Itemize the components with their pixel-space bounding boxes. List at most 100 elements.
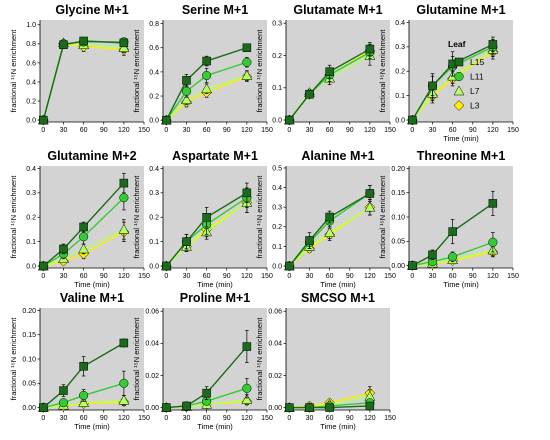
x-tick-label: 90 [346,127,354,134]
series-l15 [162,182,252,271]
series-line [165,76,248,121]
series-line [288,206,371,267]
data-point-l15 [305,89,314,99]
x-tick-label: 120 [487,127,499,134]
data-point-l15 [488,40,498,49]
x-tick-label: 60 [203,127,211,134]
panel-title: Glutamine M+2 [47,149,136,163]
y-tick-label: 0.6 [149,45,159,52]
panel-title: Glycine M+1 [55,3,128,17]
y-axis-label: fractional ¹⁵N enrichment [378,29,387,113]
legend-marker-l3 [453,100,465,111]
x-tick-label: 90 [100,415,108,422]
data-point-l15 [365,44,375,54]
data-point-l15 [119,178,129,188]
y-tick-label: 0.06 [268,309,282,316]
x-tick-label: 150 [138,273,150,280]
data-point-l15 [365,189,375,198]
x-axis-label: Time (min) [74,280,110,289]
y-tick-label: 0.3 [149,190,159,197]
y-tick-label: 0.04 [145,341,159,348]
y-tick-label: 0.15 [22,332,36,339]
data-point-l15 [79,362,88,371]
data-point-l11 [79,390,89,400]
y-tick-label: 0.5 [272,165,282,172]
y-tick-label: 0.3 [395,44,405,51]
legend-marker-l11 [454,71,464,82]
x-axis-label: Time (min) [443,134,479,143]
x-tick-label: 120 [118,415,130,422]
y-axis-label: fractional ¹⁵N enrichment [255,317,264,401]
y-tick-label: 0.05 [22,381,36,388]
data-point-l15 [305,403,314,412]
y-tick-label: 0.0 [149,263,159,270]
data-point-l11 [448,252,458,262]
plot-area [163,166,267,268]
y-axis-label: fractional ¹⁵N enrichment [9,175,18,259]
data-point-l15 [162,261,171,271]
data-point-l15 [162,115,171,125]
series-line [165,74,248,121]
x-tick-label: 120 [364,273,376,280]
data-point-l15 [202,388,211,398]
y-tick-label: 0.10 [391,214,405,221]
x-tick-label: 60 [80,273,88,280]
y-axis-label: fractional ¹⁵N enrichment [9,317,18,401]
y-tick-label: 0.4 [395,20,405,27]
y-tick-label: 0.0 [395,117,405,124]
x-tick-label: 150 [507,273,519,280]
x-tick-label: 90 [346,273,354,280]
data-point-l15 [39,403,48,412]
y-tick-label: 0.20 [22,308,36,315]
x-tick-label: 0 [41,273,45,280]
data-point-l15 [448,227,457,236]
y-tick-label: 0.00 [391,263,405,270]
panel-aspartate-m-1: Aspartate M+1 0.0 0.1 0.2 0.3 0.4 0 30 60 90 120 15… [132,149,273,289]
data-point-l7 [78,397,90,407]
legend-item-l15: L15 [454,57,484,67]
x-tick-label: 0 [287,127,291,134]
x-tick-label: 90 [469,273,477,280]
data-point-l15 [242,342,252,351]
x-tick-label: 60 [326,273,334,280]
y-tick-label: 0.6 [26,60,36,67]
y-tick-label: 0.2 [26,98,36,105]
data-point-l7 [241,394,253,404]
panel-title: Aspartate M+1 [172,149,258,163]
data-point-l15 [202,212,211,222]
series-line [42,40,124,121]
series-line [288,192,371,267]
data-point-l7 [78,243,90,254]
series-line [43,231,125,267]
x-tick-label: 120 [118,127,130,134]
x-tick-label: 0 [287,415,291,422]
y-tick-label: 0.2 [26,215,36,222]
x-tick-label: 150 [384,415,396,422]
y-tick-label: 0.02 [268,373,282,380]
data-point-l15 [408,261,417,270]
x-tick-label: 30 [429,273,437,280]
series-line [165,192,248,267]
data-point-l11 [119,193,129,203]
data-point-l7 [118,223,130,234]
data-point-l15 [285,403,294,412]
series-line [42,182,125,267]
data-point-l15 [59,40,68,50]
panel-glutamine-m-1: Glutamine M+1 0.0 0.1 0.2 0.3 0.4 0 30 60 90 120 15… [378,3,519,143]
y-tick-label: 0.1 [272,85,282,92]
x-tick-label: 0 [410,127,414,134]
x-tick-label: 150 [138,415,150,422]
series-line [412,249,494,267]
x-tick-label: 60 [80,415,88,422]
y-axis-label: fractional ¹⁵N enrichment [378,175,387,259]
data-point-l15 [242,43,252,53]
y-tick-label: 0.2 [149,93,159,100]
data-point-l15 [202,56,211,66]
x-tick-label: 0 [41,127,45,134]
data-point-l15 [488,199,498,208]
x-tick-label: 120 [241,127,253,134]
data-point-l15 [325,212,334,222]
x-tick-label: 150 [384,127,396,134]
y-tick-label: 0.1 [149,239,159,246]
